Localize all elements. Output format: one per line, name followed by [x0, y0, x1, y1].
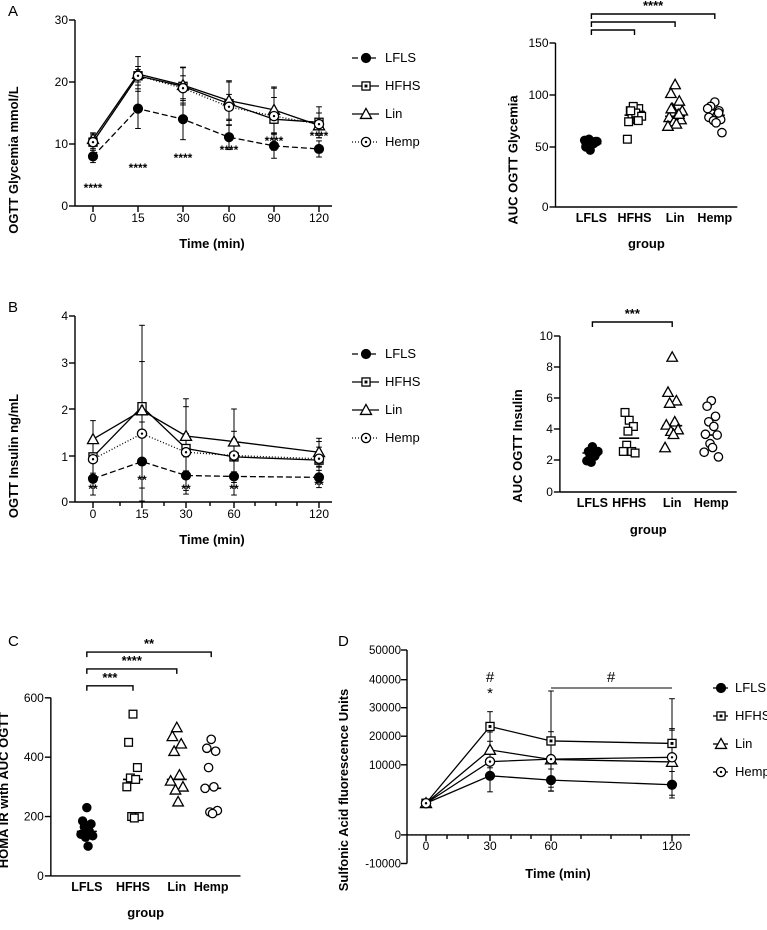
svg-text:60: 60	[227, 507, 241, 521]
svg-text:Lin: Lin	[666, 211, 685, 225]
svg-text:Time (min): Time (min)	[179, 236, 245, 251]
svg-text:****: ****	[129, 161, 148, 175]
svg-text:HFHS: HFHS	[617, 211, 651, 225]
svg-text:0: 0	[395, 830, 401, 842]
svg-text:Lin: Lin	[735, 736, 752, 751]
svg-text:**: **	[137, 473, 147, 487]
svg-text:0: 0	[37, 869, 44, 883]
svg-text:120: 120	[662, 839, 682, 853]
svg-text:120: 120	[309, 211, 329, 225]
svg-text:A: A	[8, 3, 18, 20]
svg-text:2: 2	[546, 453, 553, 467]
svg-text:30: 30	[55, 13, 69, 27]
svg-text:group: group	[630, 522, 667, 537]
svg-text:90: 90	[267, 211, 281, 225]
svg-text:Time (min): Time (min)	[525, 866, 591, 881]
svg-text:B: B	[8, 299, 18, 316]
svg-text:Lin: Lin	[167, 880, 186, 894]
svg-text:20: 20	[55, 75, 69, 89]
svg-text:400: 400	[24, 750, 44, 764]
svg-text:6: 6	[546, 391, 553, 405]
svg-text:Time (min): Time (min)	[179, 532, 245, 547]
svg-text:*: *	[487, 685, 493, 702]
svg-text:0: 0	[542, 200, 549, 214]
svg-text:HOMA IR with AUC OGTT: HOMA IR with AUC OGTT	[0, 712, 11, 869]
svg-text:****: ****	[310, 129, 329, 143]
svg-text:4: 4	[546, 422, 553, 436]
svg-text:LFLS: LFLS	[735, 680, 766, 695]
svg-text:group: group	[127, 905, 164, 920]
svg-text:30000: 30000	[369, 703, 401, 715]
svg-text:60: 60	[222, 211, 236, 225]
svg-text:OGTT Glycemia mmol/L: OGTT Glycemia mmol/L	[6, 86, 21, 233]
svg-text:600: 600	[24, 691, 44, 705]
svg-text:HFHS: HFHS	[612, 496, 646, 510]
svg-text:0: 0	[61, 495, 68, 509]
svg-text:D: D	[338, 633, 349, 650]
svg-text:****: ****	[84, 181, 103, 195]
svg-text:0: 0	[90, 211, 97, 225]
svg-text:HFHS: HFHS	[116, 880, 150, 894]
svg-text:**: **	[144, 636, 155, 651]
svg-text:Hemp: Hemp	[694, 496, 729, 510]
svg-text:120: 120	[309, 507, 329, 521]
svg-text:4: 4	[61, 309, 68, 323]
svg-text:****: ****	[122, 653, 143, 668]
svg-text:Lin: Lin	[663, 496, 682, 510]
svg-text:150: 150	[528, 36, 548, 50]
svg-text:0: 0	[90, 507, 97, 521]
svg-text:****: ****	[220, 143, 239, 157]
svg-text:AUC OGTT Insulin: AUC OGTT Insulin	[510, 389, 525, 502]
svg-text:group: group	[628, 236, 665, 251]
svg-text:30: 30	[179, 507, 193, 521]
svg-text:****: ****	[265, 134, 284, 148]
svg-text:2: 2	[61, 403, 68, 417]
svg-text:LFLS: LFLS	[71, 880, 102, 894]
svg-text:**: **	[314, 478, 324, 492]
svg-text:**: **	[229, 482, 239, 496]
svg-text:Hemp: Hemp	[735, 764, 767, 779]
svg-text:AUC OGTT Glycemia: AUC OGTT Glycemia	[506, 95, 521, 225]
svg-text:30: 30	[176, 211, 190, 225]
svg-text:HFHS: HFHS	[735, 708, 767, 723]
svg-text:***: ***	[102, 670, 118, 685]
svg-text:-10000: -10000	[365, 859, 401, 871]
svg-text:50: 50	[535, 140, 549, 154]
svg-text:1: 1	[61, 450, 68, 464]
svg-text:****: ****	[643, 0, 664, 13]
svg-text:LFLS: LFLS	[576, 211, 607, 225]
svg-text:Hemp: Hemp	[194, 880, 229, 894]
svg-text:Sulfonic Acid fluorescence Uni: Sulfonic Acid fluorescence Units	[336, 689, 351, 892]
svg-text:200: 200	[24, 810, 44, 824]
svg-text:3: 3	[61, 356, 68, 370]
svg-text:50000: 50000	[369, 645, 401, 657]
svg-text:10: 10	[540, 329, 554, 343]
svg-text:15: 15	[131, 211, 145, 225]
svg-text:OGTT Insulin ng/mL: OGTT Insulin ng/mL	[6, 394, 21, 518]
svg-text:Hemp: Hemp	[697, 211, 732, 225]
svg-text:30: 30	[483, 839, 497, 853]
svg-text:**: **	[181, 482, 191, 496]
svg-text:***: ***	[625, 306, 641, 321]
svg-text:#: #	[486, 669, 495, 686]
svg-text:40000: 40000	[369, 675, 401, 687]
svg-text:10: 10	[55, 137, 69, 151]
svg-text:LFLS: LFLS	[577, 496, 608, 510]
svg-text:C: C	[8, 633, 19, 650]
svg-text:0: 0	[423, 839, 430, 853]
svg-text:#: #	[607, 669, 616, 686]
svg-text:15: 15	[135, 507, 149, 521]
svg-text:100: 100	[528, 88, 548, 102]
svg-text:10000: 10000	[369, 760, 401, 772]
svg-text:0: 0	[61, 199, 68, 213]
svg-text:60: 60	[544, 839, 558, 853]
svg-text:0: 0	[546, 485, 553, 499]
svg-text:20000: 20000	[369, 731, 401, 743]
svg-text:****: ****	[174, 151, 193, 165]
svg-text:**: **	[88, 482, 98, 496]
svg-text:8: 8	[546, 360, 553, 374]
